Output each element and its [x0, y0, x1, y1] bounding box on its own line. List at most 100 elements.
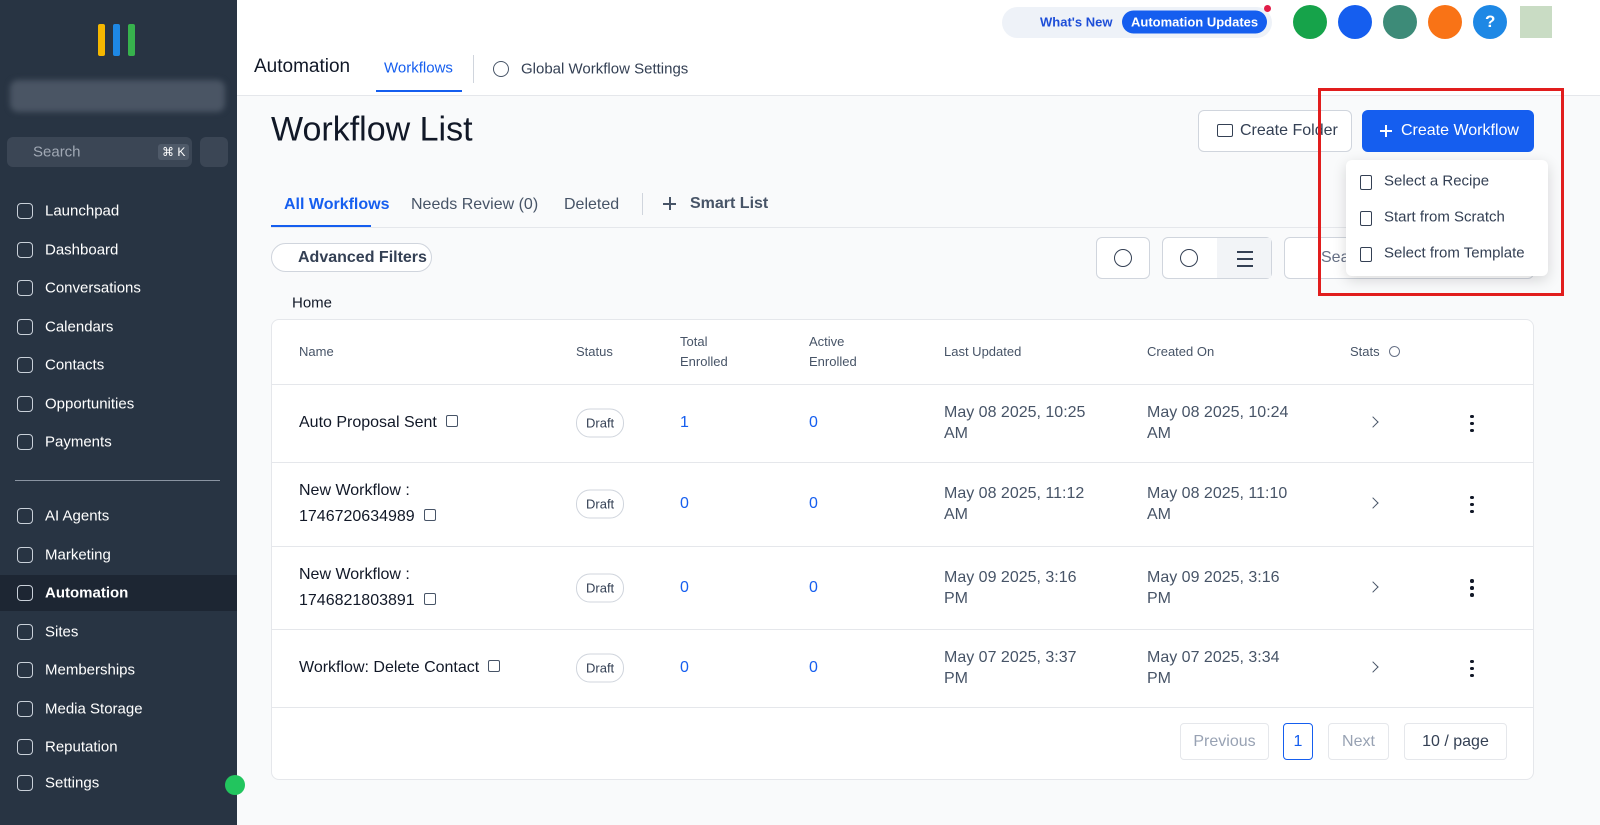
next-button[interactable]: Next: [1328, 723, 1389, 760]
per-page-select[interactable]: 10 / page: [1404, 723, 1507, 760]
active-enrolled[interactable]: 0: [809, 578, 818, 596]
nav-item[interactable]: Memberships: [45, 661, 136, 679]
workflow-name[interactable]: Auto Proposal Sent: [299, 410, 514, 436]
status-badge: Draft: [576, 408, 625, 438]
chevron[interactable]: [1367, 580, 1379, 593]
header-tab[interactable]: Workflows: [384, 59, 453, 77]
nav-item[interactable]: Marketing: [45, 546, 111, 563]
active-enrolled[interactable]: 0: [809, 659, 818, 676]
date: May 08 2025, 11:12 AM: [944, 485, 1085, 523]
nav-item[interactable]: Reputation: [45, 738, 118, 756]
kebab-dot: [1470, 502, 1474, 506]
top-icon[interactable]: [1338, 5, 1372, 39]
previous-button-label: Previous: [1193, 732, 1256, 750]
top-icon[interactable]: [1293, 5, 1327, 39]
total-enrolled[interactable]: 0: [680, 495, 689, 512]
create-workflow-button[interactable]: Create Workflow: [1362, 110, 1534, 152]
chevron[interactable]: [1367, 416, 1379, 428]
nav-item[interactable]: Contacts: [45, 356, 105, 374]
nav-item[interactable]: Sites: [45, 623, 79, 640]
nav-item[interactable]: Launchpad: [45, 202, 120, 220]
quick-action[interactable]: [200, 137, 228, 167]
list-icon: [1237, 251, 1253, 253]
nav-item[interactable]: Calendars: [45, 318, 114, 335]
top-icon[interactable]: [1428, 5, 1462, 39]
total-enrolled[interactable]: 0: [680, 659, 689, 676]
kebab-dot: [1470, 421, 1474, 425]
nav-icon: [17, 739, 33, 755]
nav-icon: [17, 546, 33, 563]
per-page-select-label: 10 / page: [1422, 732, 1489, 750]
nav-item[interactable]: Opportunities: [45, 395, 135, 412]
filter-tab[interactable]: All Workflows: [284, 196, 390, 213]
column-header: Created On: [1147, 344, 1215, 359]
kebab-dot: [1470, 509, 1474, 513]
row-divider: [272, 462, 1533, 463]
total-enrolled[interactable]: 1: [680, 414, 689, 431]
search-box[interactable]: Search ⌘ K: [7, 137, 192, 167]
column-header: Last Updated: [944, 344, 1022, 359]
nav-icon: [17, 662, 33, 678]
create-folder-button[interactable]: Create Folder: [1198, 110, 1352, 152]
status-badge: Draft: [576, 653, 625, 683]
nav-item[interactable]: Settings: [45, 774, 100, 792]
filter-tab[interactable]: Deleted: [564, 196, 620, 213]
nav-icon: [17, 434, 33, 450]
divider: [642, 193, 643, 215]
row-divider: [272, 546, 1533, 547]
external-link-icon: [445, 415, 458, 427]
nav-icon: [17, 775, 33, 791]
divider: [473, 55, 474, 83]
collapse-toggle[interactable]: [225, 775, 245, 795]
top-icon[interactable]: [1473, 5, 1507, 39]
column-header: Active Enrolled: [809, 334, 857, 369]
total-enrolled[interactable]: 0: [680, 578, 689, 596]
workflow-name[interactable]: Workflow: Delete Contact: [299, 655, 514, 681]
nav-icon: [17, 623, 33, 640]
list-icon: [1237, 265, 1253, 267]
kebab-dot: [1470, 586, 1474, 590]
workflow-name[interactable]: New Workflow : 1746720634989: [299, 478, 514, 530]
account-switcher[interactable]: [10, 80, 225, 112]
nav-item[interactable]: Automation: [45, 584, 129, 602]
smart-list[interactable]: Smart List: [690, 195, 769, 212]
advanced-filters-button[interactable]: Advanced Filters: [271, 243, 432, 272]
date: May 09 2025, 3:16 PM: [944, 568, 1077, 607]
date: May 08 2025, 10:24 AM: [1147, 404, 1289, 442]
whats-new-pill[interactable]: What's New Automation Updates: [1002, 7, 1272, 38]
previous-button[interactable]: Previous: [1180, 723, 1269, 760]
top-icon[interactable]: [1383, 5, 1417, 39]
nav-item[interactable]: Payments: [45, 433, 112, 451]
date: May 08 2025, 11:10 AM: [1147, 485, 1288, 523]
nav-item[interactable]: Dashboard: [45, 241, 119, 258]
nav-item[interactable]: AI Agents: [45, 507, 110, 525]
whats-new: What's New: [1040, 14, 1113, 30]
gear-icon: [493, 61, 509, 77]
plus-icon: [669, 197, 671, 210]
tab-underline: [376, 90, 462, 92]
active-enrolled[interactable]: 0: [809, 414, 818, 431]
date: May 09 2025, 3:16 PM: [1147, 568, 1280, 607]
nav-item[interactable]: Media Storage: [45, 700, 143, 717]
folder-icon: [1217, 124, 1233, 137]
active-enrolled[interactable]: 0: [809, 495, 818, 512]
chevron[interactable]: [1367, 661, 1379, 673]
filter-tab[interactable]: Needs Review (0): [411, 196, 539, 213]
page-button[interactable]: 1: [1283, 723, 1313, 760]
header-tab[interactable]: Global Workflow Settings: [521, 60, 689, 78]
create-folder-label: Create Folder: [1240, 122, 1338, 139]
menu-item[interactable]: Start from Scratch: [1384, 208, 1505, 226]
breadcrumb[interactable]: Home: [292, 294, 333, 312]
menu-item[interactable]: Select from Template: [1384, 244, 1525, 262]
advanced-filters-label: Advanced Filters: [298, 249, 427, 266]
row-divider: [272, 629, 1533, 630]
logo-bar: [128, 24, 135, 56]
settings-bg: [0, 762, 237, 825]
status-badge: Draft: [576, 489, 625, 519]
nav-item[interactable]: Conversations: [45, 279, 141, 297]
workflow-name[interactable]: New Workflow : 1746821803891: [299, 562, 514, 614]
chevron[interactable]: [1367, 497, 1379, 509]
kebab-dot: [1470, 666, 1474, 670]
menu-item[interactable]: Select a Recipe: [1384, 172, 1490, 190]
